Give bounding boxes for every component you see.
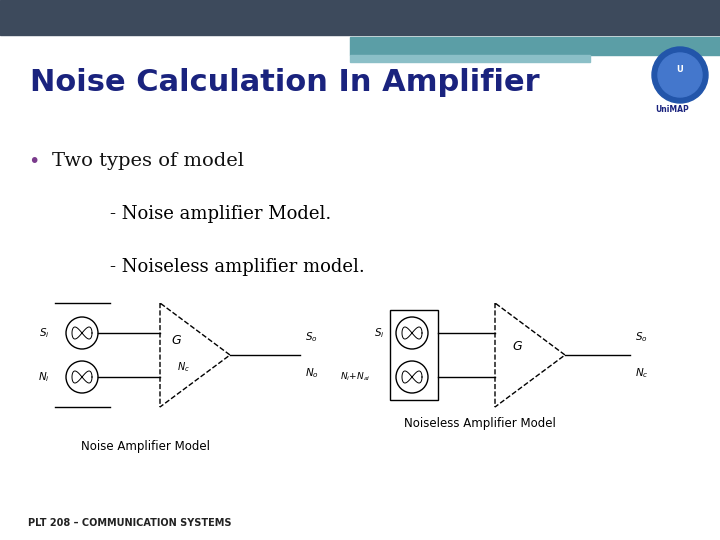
Text: Noise Amplifier Model: Noise Amplifier Model xyxy=(81,440,210,453)
Text: $S_i$: $S_i$ xyxy=(40,326,50,340)
Text: $N_i$: $N_i$ xyxy=(38,370,50,384)
Text: $S_o$: $S_o$ xyxy=(305,330,318,344)
Text: $N_o$: $N_o$ xyxy=(305,366,319,380)
Text: $S_i$: $S_i$ xyxy=(374,326,385,340)
Text: Two types of model: Two types of model xyxy=(52,152,244,170)
Bar xyxy=(350,55,590,62)
Text: U: U xyxy=(677,65,683,75)
Text: Noiseless Amplifier Model: Noiseless Amplifier Model xyxy=(404,417,556,430)
Text: $S_o$: $S_o$ xyxy=(635,330,648,344)
Text: - Noiseless amplifier model.: - Noiseless amplifier model. xyxy=(110,258,365,276)
Circle shape xyxy=(658,53,702,97)
Bar xyxy=(350,37,720,55)
Circle shape xyxy=(652,47,708,103)
Text: •: • xyxy=(28,152,40,171)
Bar xyxy=(390,310,438,400)
Bar xyxy=(0,0,720,35)
Text: PLT 208 – COMMUNICATION SYSTEMS: PLT 208 – COMMUNICATION SYSTEMS xyxy=(28,518,232,528)
Text: $N_c$: $N_c$ xyxy=(176,360,189,374)
Text: $G$: $G$ xyxy=(171,334,183,347)
Text: $N_c$: $N_c$ xyxy=(635,366,649,380)
Text: $N_i{+}N_{ai}$: $N_i{+}N_{ai}$ xyxy=(340,371,371,383)
Text: $G$: $G$ xyxy=(513,341,523,354)
Text: Noise Calculation In Amplifier: Noise Calculation In Amplifier xyxy=(30,68,539,97)
Text: UniMAP: UniMAP xyxy=(655,105,689,114)
Text: - Noise amplifier Model.: - Noise amplifier Model. xyxy=(110,205,331,223)
